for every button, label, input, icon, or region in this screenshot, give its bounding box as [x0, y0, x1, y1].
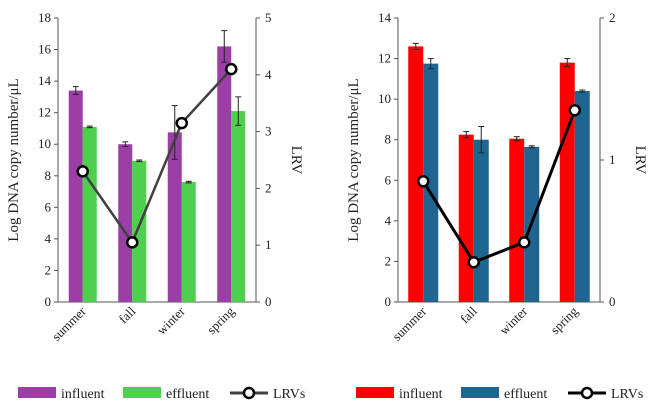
legend: influent effluent LRVs — [356, 386, 643, 402]
x-tick-label-spring: spring — [204, 303, 238, 337]
bar-influent-spring — [217, 46, 232, 303]
y2-tick-label: 5 — [265, 10, 272, 25]
x-tick-label-fall: fall — [457, 303, 480, 326]
legend-swatch-effluent — [461, 387, 499, 398]
point-LRVs-winter — [175, 116, 188, 130]
point-LRVs-spring — [225, 62, 238, 76]
y-tick-label: 8 — [45, 168, 52, 183]
y-tick-label: 16 — [38, 42, 52, 57]
x-tick-label-winter: winter — [496, 303, 531, 338]
bar-effluent-winter — [181, 182, 196, 302]
point-LRVs-summer — [417, 175, 430, 188]
y2-tick-label: 4 — [265, 67, 272, 82]
x-tick-label-fall: fall — [116, 303, 139, 326]
line-LRVs — [421, 109, 577, 265]
bar-influent-fall — [458, 134, 474, 302]
y-axis-title: Log DNA copy number/μL — [6, 78, 22, 241]
y2-axis-title: LRV — [288, 146, 304, 175]
y2-tick-label: 1 — [609, 152, 616, 167]
y-tick-label: 2 — [385, 253, 392, 268]
line-LRVs — [81, 68, 233, 245]
bar-influent-summer — [408, 46, 424, 303]
legend-swatch-influent — [356, 387, 394, 398]
bar-influent-summer — [68, 90, 83, 302]
y-tick-label: 18 — [38, 10, 51, 25]
point-LRVs-fall — [467, 255, 480, 269]
bar-influent-winter — [167, 132, 182, 302]
y-axis-title: Log DNA copy number/μL — [346, 78, 362, 241]
y-tick-label: 10 — [378, 91, 391, 106]
bar-effluent-summer — [423, 63, 439, 303]
legend-label-effluent: effluent — [504, 387, 547, 402]
y2-tick-label: 3 — [265, 124, 272, 139]
y-tick-label: 4 — [385, 213, 392, 228]
legend-label-influent: influent — [61, 387, 105, 402]
legend-label-influent: influent — [399, 387, 443, 402]
legend: influent effluent LRVs — [18, 386, 305, 402]
legend-marker-LRVs — [580, 386, 594, 400]
bar-influent-winter — [509, 138, 525, 302]
point-LRVs-fall — [126, 236, 139, 249]
y-tick-label: 0 — [45, 294, 52, 309]
legend-swatch-influent — [18, 387, 56, 398]
y2-axis-title: LRV — [632, 146, 648, 175]
x-tick-label-spring: spring — [547, 303, 581, 337]
y-tick-label: 2 — [45, 262, 52, 277]
y-tick-label: 10 — [38, 136, 51, 151]
legend-label-LRVs: LRVs — [273, 387, 305, 402]
x-tick-label-winter: winter — [154, 303, 189, 338]
x-tick-label-summer: summer — [389, 303, 430, 344]
y-tick-label: 6 — [45, 199, 52, 214]
y-tick-label: 8 — [385, 132, 392, 147]
bar-effluent-spring — [231, 111, 246, 302]
bar-effluent-spring — [574, 91, 590, 303]
y-tick-label: 12 — [378, 51, 391, 66]
y2-tick-label: 0 — [609, 294, 616, 309]
y2-tick-label: 0 — [265, 294, 272, 309]
legend-label-LRVs: LRVs — [611, 387, 643, 402]
y2-tick-label: 2 — [609, 10, 616, 25]
y-tick-label: 0 — [385, 294, 392, 309]
legend-marker-LRVs — [242, 386, 256, 400]
point-LRVs-spring — [568, 104, 581, 117]
y-tick-label: 14 — [378, 10, 392, 25]
bar-effluent-fall — [473, 139, 489, 302]
bar-influent-fall — [118, 144, 133, 302]
bar-effluent-summer — [82, 126, 97, 302]
bar-effluent-fall — [132, 160, 147, 302]
y-tick-label: 14 — [38, 73, 52, 88]
y2-tick-label: 2 — [265, 180, 272, 195]
point-LRVs-summer — [76, 165, 89, 178]
y-tick-label: 4 — [45, 231, 52, 246]
y-tick-label: 6 — [385, 172, 392, 187]
bar-influent-spring — [559, 62, 575, 302]
y-tick-label: 12 — [38, 105, 51, 120]
y2-tick-label: 1 — [265, 237, 272, 252]
legend-label-effluent: effluent — [166, 387, 209, 402]
x-tick-label-summer: summer — [49, 303, 90, 344]
point-LRVs-winter — [518, 236, 531, 249]
legend-swatch-effluent — [123, 387, 161, 398]
